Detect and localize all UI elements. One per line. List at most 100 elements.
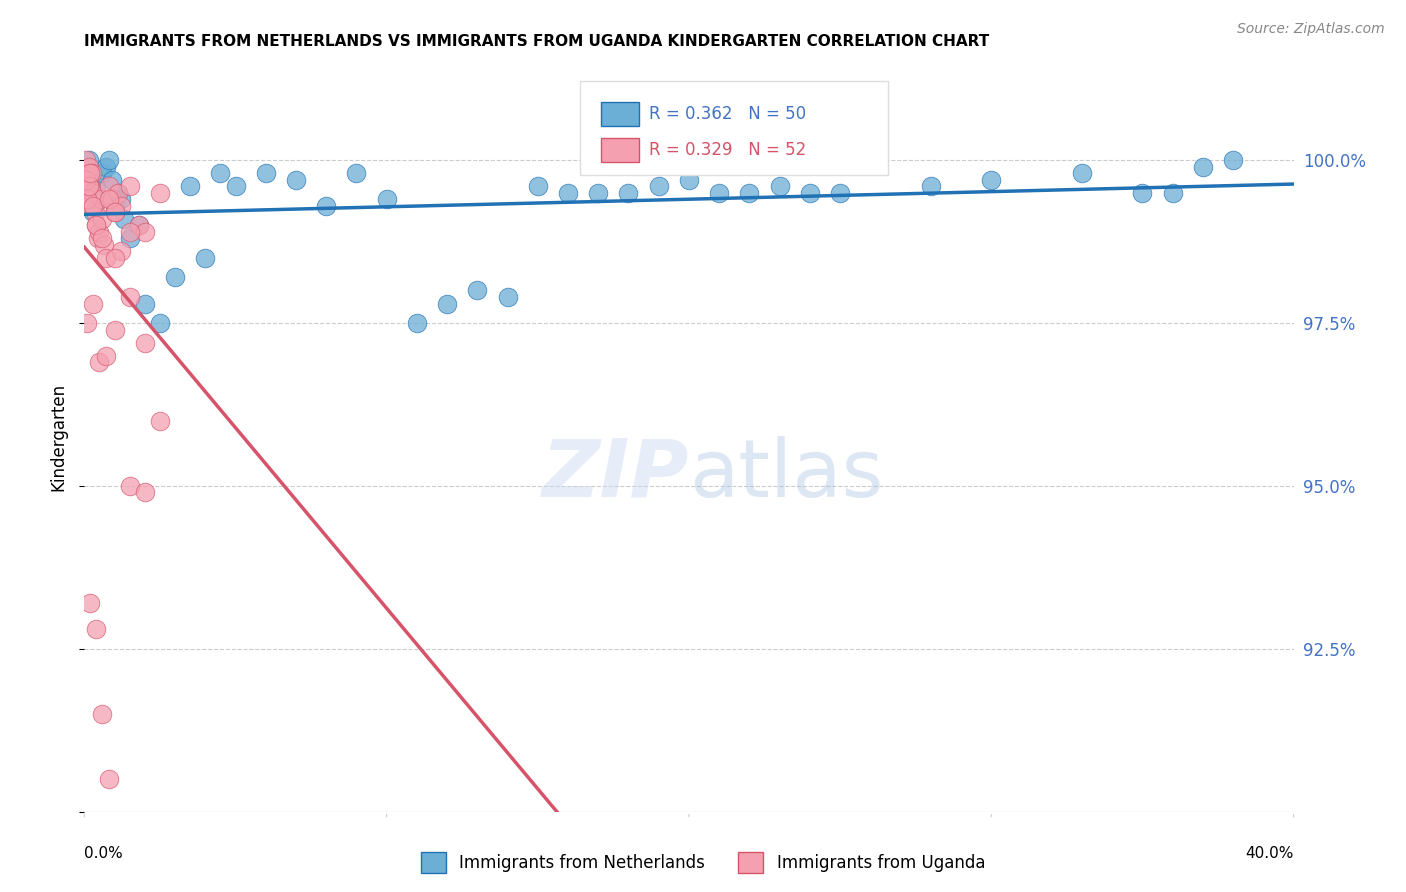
Point bbox=[76, 186, 98, 200]
Point bbox=[134, 335, 156, 350]
Point bbox=[100, 192, 122, 206]
Point bbox=[1192, 160, 1215, 174]
Point bbox=[80, 166, 103, 180]
Point bbox=[82, 199, 104, 213]
Text: IMMIGRANTS FROM NETHERLANDS VS IMMIGRANTS FROM UGANDA KINDERGARTEN CORRELATION C: IMMIGRANTS FROM NETHERLANDS VS IMMIGRANT… bbox=[84, 34, 990, 49]
Point bbox=[90, 192, 112, 206]
Point bbox=[436, 296, 458, 310]
Point bbox=[738, 186, 761, 200]
Text: 40.0%: 40.0% bbox=[1246, 847, 1294, 862]
Legend: Immigrants from Netherlands, Immigrants from Uganda: Immigrants from Netherlands, Immigrants … bbox=[415, 846, 991, 880]
Point bbox=[134, 485, 156, 500]
Point bbox=[375, 192, 398, 206]
Point bbox=[194, 251, 217, 265]
Point bbox=[82, 296, 104, 310]
Point bbox=[112, 211, 135, 226]
Point bbox=[588, 186, 610, 200]
Y-axis label: Kindergarten: Kindergarten bbox=[49, 383, 67, 491]
Point bbox=[527, 179, 550, 194]
Point bbox=[134, 296, 156, 310]
Text: R = 0.329   N = 52: R = 0.329 N = 52 bbox=[650, 141, 806, 159]
Point bbox=[79, 166, 101, 180]
Text: atlas: atlas bbox=[689, 435, 883, 514]
Point bbox=[89, 192, 111, 206]
Point bbox=[709, 186, 731, 200]
Point bbox=[77, 153, 100, 168]
Point bbox=[94, 160, 117, 174]
FancyBboxPatch shape bbox=[600, 103, 640, 126]
Point bbox=[100, 172, 122, 186]
Point bbox=[76, 166, 98, 180]
Point bbox=[769, 179, 792, 194]
Point bbox=[79, 596, 101, 610]
Point bbox=[86, 219, 108, 233]
Point bbox=[86, 622, 108, 636]
Point bbox=[920, 179, 942, 194]
Point bbox=[97, 179, 120, 194]
Point bbox=[107, 186, 129, 200]
Point bbox=[91, 706, 114, 721]
Point bbox=[110, 199, 132, 213]
Point bbox=[110, 244, 132, 259]
Point bbox=[496, 290, 519, 304]
Point bbox=[110, 192, 132, 206]
Point bbox=[104, 205, 127, 219]
Point bbox=[75, 172, 97, 186]
Point bbox=[93, 238, 115, 252]
Point bbox=[128, 219, 150, 233]
Point bbox=[648, 179, 671, 194]
Point bbox=[134, 225, 156, 239]
Text: Source: ZipAtlas.com: Source: ZipAtlas.com bbox=[1237, 22, 1385, 37]
Point bbox=[118, 290, 141, 304]
Point bbox=[86, 219, 108, 233]
Point bbox=[87, 231, 110, 245]
Point bbox=[107, 186, 129, 200]
Point bbox=[315, 199, 337, 213]
Text: 0.0%: 0.0% bbox=[84, 847, 124, 862]
Point bbox=[179, 179, 201, 194]
Point bbox=[557, 186, 579, 200]
Point bbox=[94, 251, 117, 265]
Point bbox=[118, 231, 141, 245]
Point bbox=[209, 166, 232, 180]
Point bbox=[76, 192, 98, 206]
Point bbox=[799, 186, 821, 200]
Point bbox=[79, 166, 101, 180]
Point bbox=[1222, 153, 1244, 168]
Point bbox=[165, 270, 187, 285]
Text: R = 0.362   N = 50: R = 0.362 N = 50 bbox=[650, 105, 806, 123]
Point bbox=[82, 205, 104, 219]
Point bbox=[91, 211, 114, 226]
Point bbox=[84, 205, 107, 219]
Point bbox=[97, 772, 120, 786]
Point bbox=[77, 179, 100, 194]
Point bbox=[1071, 166, 1094, 180]
FancyBboxPatch shape bbox=[581, 81, 889, 175]
Point bbox=[77, 160, 100, 174]
Point bbox=[104, 199, 127, 213]
Point bbox=[79, 179, 101, 194]
Point bbox=[79, 199, 101, 213]
Point bbox=[678, 172, 700, 186]
Point bbox=[346, 166, 368, 180]
Point bbox=[1132, 186, 1154, 200]
Point bbox=[89, 225, 111, 239]
FancyBboxPatch shape bbox=[600, 138, 640, 162]
Point bbox=[118, 479, 141, 493]
Point bbox=[254, 166, 277, 180]
Point bbox=[149, 186, 172, 200]
Point bbox=[118, 179, 141, 194]
Point bbox=[225, 179, 247, 194]
Point bbox=[97, 153, 120, 168]
Point bbox=[91, 166, 114, 180]
Point bbox=[1161, 186, 1184, 200]
Point bbox=[91, 231, 114, 245]
Point bbox=[76, 186, 98, 200]
Point bbox=[82, 186, 104, 200]
Point bbox=[467, 284, 489, 298]
Point bbox=[86, 179, 108, 194]
Point bbox=[285, 172, 308, 186]
Point bbox=[128, 219, 150, 233]
Point bbox=[94, 349, 117, 363]
Point bbox=[77, 172, 100, 186]
